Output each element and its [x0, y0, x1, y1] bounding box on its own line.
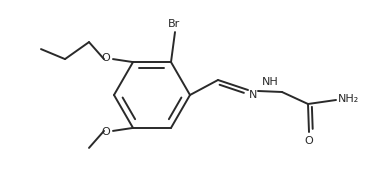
Text: O: O — [101, 53, 110, 63]
Text: NH: NH — [262, 76, 278, 87]
Text: Br: Br — [168, 19, 180, 29]
Text: O: O — [101, 127, 110, 137]
Text: NH₂: NH₂ — [338, 94, 359, 104]
Text: N: N — [249, 89, 257, 99]
Text: O: O — [304, 136, 313, 146]
